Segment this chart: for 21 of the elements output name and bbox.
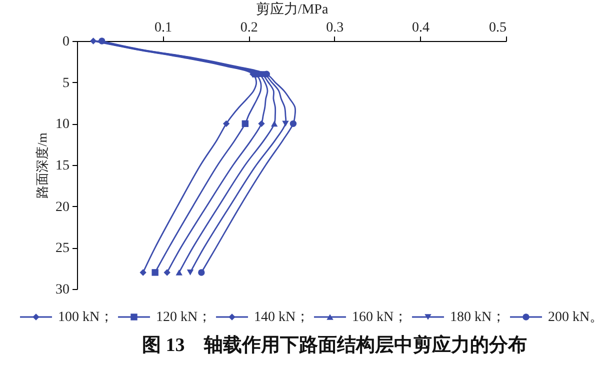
legend-label: 140 kN；: [254, 310, 310, 325]
y-tick-label: 0: [62, 34, 70, 50]
y-tick-label: 30: [56, 282, 70, 298]
y-tick-label: 25: [56, 241, 70, 256]
x-tick-label: 0.4: [412, 20, 430, 36]
legend-label: 200 kN。: [548, 310, 604, 325]
y-tick-label: 5: [62, 76, 70, 91]
legend-label: 180 kN；: [450, 310, 506, 325]
text: 图 13 轴载作用下路面结构层中剪应力的分布: [142, 334, 527, 356]
y-axis-title: 路面深度/m: [34, 132, 50, 198]
x-tick-label: 0.3: [326, 20, 344, 36]
x-axis-title: 剪应力/MPa: [256, 2, 329, 18]
y-tick-label: 10: [56, 117, 70, 132]
y-tick-label: 15: [56, 158, 70, 174]
x-tick-label: 0.5: [489, 20, 506, 36]
x-tick-label: 0.1: [154, 20, 172, 36]
x-tick-label: 0.2: [240, 20, 258, 36]
legend-label: 160 kN；: [352, 310, 408, 325]
y-tick-label: 20: [56, 200, 70, 215]
legend-label: 120 kN；: [156, 310, 212, 325]
legend-label: 100 kN；: [58, 310, 114, 325]
